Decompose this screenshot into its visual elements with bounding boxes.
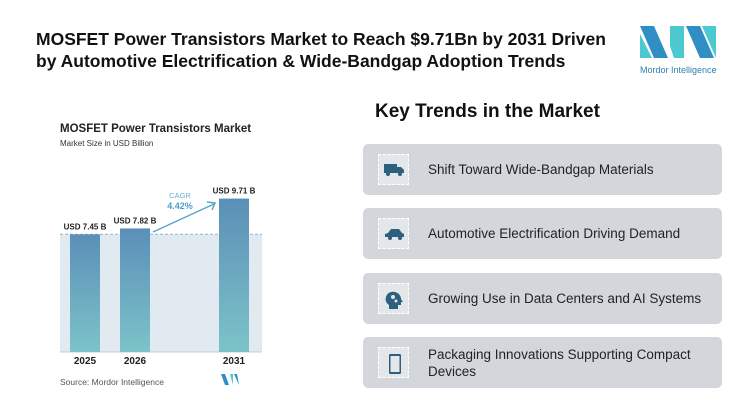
key-trends-heading: Key Trends in the Market [375,101,600,122]
logo-text: Mordor Intelligence [640,65,717,75]
chart-subtitle: Market Size in USD Billion [60,139,154,148]
x-tick-label: 2026 [124,356,147,367]
bar-chart: USD 7.45 B 2025 USD 7.82 B 2026 USD 9.71 B 20… [60,187,262,367]
trend-label: Automotive Electrification Driving Deman… [428,226,681,241]
source-logo-icon [221,374,239,385]
icon-box [378,283,409,314]
logo: Mordor Intelligence [640,26,720,75]
icon-box [378,218,409,249]
truck-icon [383,163,404,176]
smartphone-icon [388,353,401,374]
chart-source: Source: Mordor Intelligence [60,377,164,387]
data-label: USD 7.82 B [114,216,157,225]
data-label: USD 9.71 B [213,187,256,196]
trend-card: Shift Toward Wide-Bandgap Materials [363,144,722,195]
trend-card: Packaging Innovations Supporting Compact… [363,337,722,388]
data-label: USD 7.45 B [64,222,107,231]
cagr-arrow [152,203,215,233]
trend-card: Growing Use in Data Centers and AI Syste… [363,273,722,324]
icon-box [378,154,409,185]
cagr-arrow-head [206,201,217,211]
trend-label: Growing Use in Data Centers and AI Syste… [428,291,702,306]
x-tick-label: 2031 [223,356,246,367]
cagr-label: CAGR [169,191,191,200]
icon-box [378,347,409,378]
trend-label: Packaging Innovations Supporting Compact… [428,346,691,379]
bar-2031 [219,198,249,352]
car-icon [384,228,404,240]
chart-title: MOSFET Power Transistors Market [60,123,252,135]
trend-card: Automotive Electrification Driving Deman… [363,208,722,259]
head-gears-icon [385,291,403,309]
page-title: MOSFET Power Transistors Market to Reach… [36,29,606,71]
trend-label: Shift Toward Wide-Bandgap Materials [428,162,654,177]
logo-mark-icon [640,26,716,58]
cagr-value: 4.42% [167,201,193,211]
x-tick-label: 2025 [74,356,97,367]
bar-2026 [120,228,150,352]
bar-2025 [70,234,100,352]
